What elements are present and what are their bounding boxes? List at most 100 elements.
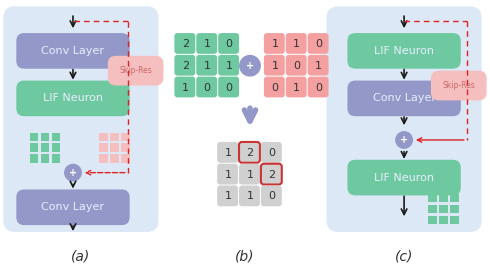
Bar [440,194,448,202]
Text: (a): (a) [72,250,91,264]
FancyBboxPatch shape [261,164,282,184]
Text: (b): (b) [235,250,255,264]
Bar [428,205,437,213]
Text: 1: 1 [293,39,300,49]
FancyBboxPatch shape [286,55,307,76]
FancyBboxPatch shape [431,71,487,100]
FancyBboxPatch shape [261,185,282,206]
FancyBboxPatch shape [218,55,239,76]
Text: 1: 1 [246,170,253,180]
Bar [51,133,60,141]
Text: 1: 1 [182,82,189,93]
FancyBboxPatch shape [218,33,239,54]
Bar [51,143,60,152]
Bar [110,133,119,141]
Text: 2: 2 [246,148,253,158]
Text: 2: 2 [269,170,275,180]
Circle shape [239,55,261,77]
Bar [440,205,448,213]
Bar [30,154,38,163]
Bar [121,143,130,152]
FancyBboxPatch shape [174,77,196,97]
FancyBboxPatch shape [239,164,260,184]
Text: 2: 2 [182,39,189,49]
Text: 0: 0 [225,82,233,93]
Text: 2: 2 [182,61,189,71]
FancyBboxPatch shape [286,77,307,97]
Text: 0: 0 [271,82,278,93]
Text: +: + [246,61,254,71]
Circle shape [395,131,413,149]
Text: 0: 0 [225,39,233,49]
FancyBboxPatch shape [196,55,217,76]
FancyBboxPatch shape [16,33,130,69]
FancyBboxPatch shape [264,77,285,97]
Text: LIF Neuron: LIF Neuron [374,46,434,56]
FancyBboxPatch shape [108,56,164,85]
Text: 1: 1 [271,61,278,71]
FancyBboxPatch shape [347,81,461,116]
Bar [440,216,448,224]
Bar [99,133,108,141]
Bar [428,216,437,224]
Text: +: + [69,168,77,178]
Bar [121,154,130,163]
Text: 0: 0 [293,61,300,71]
Text: Skip-Res: Skip-Res [442,81,475,90]
FancyBboxPatch shape [174,55,196,76]
Text: LIF Neuron: LIF Neuron [374,173,434,182]
FancyBboxPatch shape [3,6,158,232]
Bar [99,143,108,152]
FancyBboxPatch shape [347,160,461,195]
Bar [30,133,38,141]
Bar [121,133,130,141]
Bar [99,154,108,163]
Text: 1: 1 [271,39,278,49]
Bar [110,143,119,152]
Bar [30,143,38,152]
FancyBboxPatch shape [218,77,239,97]
FancyBboxPatch shape [286,33,307,54]
FancyBboxPatch shape [217,185,238,206]
Text: 1: 1 [246,192,253,201]
Text: 0: 0 [269,192,275,201]
FancyBboxPatch shape [174,33,196,54]
FancyBboxPatch shape [264,55,285,76]
Text: 1: 1 [293,82,300,93]
Text: +: + [400,135,408,145]
Text: 0: 0 [269,148,275,158]
Text: 0: 0 [315,39,322,49]
FancyBboxPatch shape [264,33,285,54]
FancyBboxPatch shape [308,33,328,54]
FancyBboxPatch shape [239,185,260,206]
Bar [110,154,119,163]
Text: 1: 1 [204,61,211,71]
Text: 1: 1 [315,61,322,71]
Circle shape [64,164,82,182]
FancyBboxPatch shape [326,6,482,232]
FancyBboxPatch shape [217,142,238,163]
Text: 1: 1 [225,61,233,71]
Text: Conv Layer: Conv Layer [42,46,104,56]
Bar [450,194,459,202]
Bar [41,154,49,163]
FancyBboxPatch shape [196,77,217,97]
Bar [450,205,459,213]
Text: (c): (c) [395,250,413,264]
Text: Skip-Res: Skip-Res [119,66,152,75]
Bar [41,143,49,152]
Text: 1: 1 [224,148,232,158]
FancyBboxPatch shape [308,77,328,97]
Bar [450,216,459,224]
Text: 1: 1 [224,170,232,180]
Text: 0: 0 [204,82,211,93]
Text: LIF Neuron: LIF Neuron [43,93,103,103]
Bar [41,133,49,141]
FancyBboxPatch shape [16,189,130,225]
FancyBboxPatch shape [347,33,461,69]
FancyBboxPatch shape [196,33,217,54]
Bar [428,194,437,202]
Text: Conv Layer: Conv Layer [42,202,104,212]
FancyBboxPatch shape [261,142,282,163]
FancyBboxPatch shape [217,164,238,184]
